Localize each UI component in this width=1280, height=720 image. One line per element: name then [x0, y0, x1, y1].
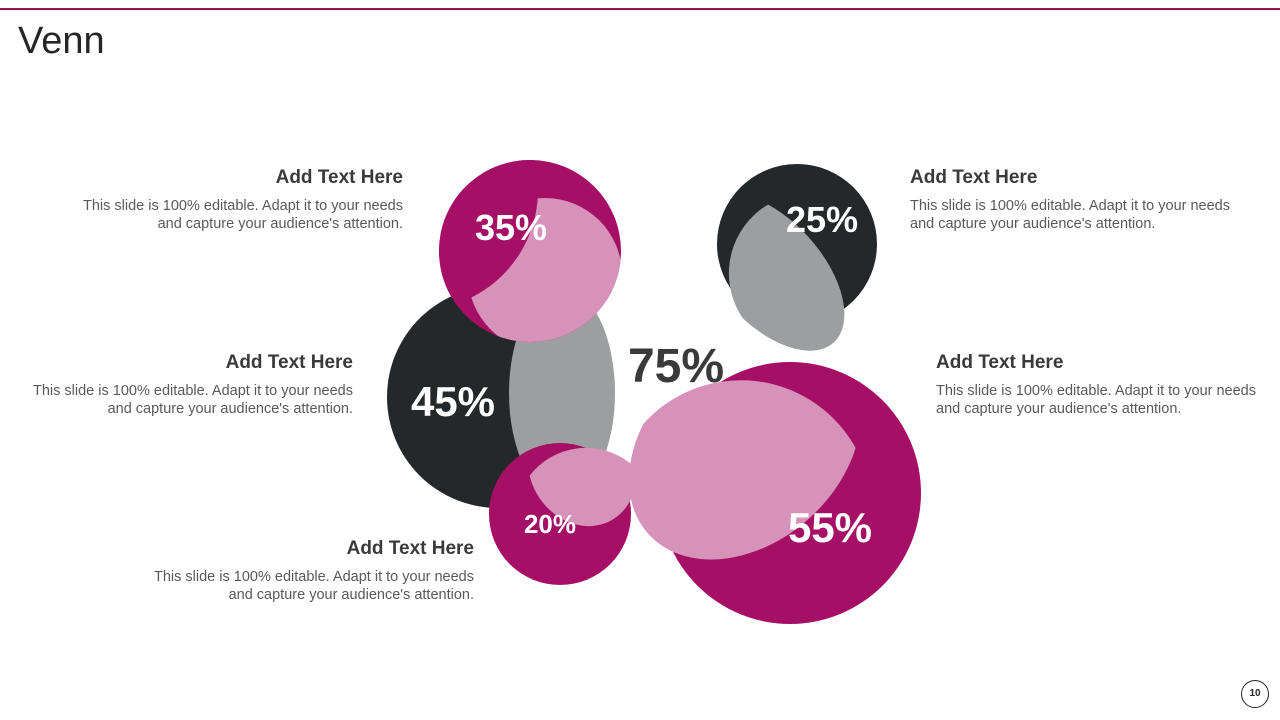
label-20: 20%: [524, 509, 576, 539]
label-75-center: 75%: [628, 340, 724, 393]
block-heading: Add Text Here: [910, 167, 1038, 188]
block-body: This slide is 100% editable. Adapt it to…: [154, 569, 474, 603]
block-body: This slide is 100% editable. Adapt it to…: [910, 198, 1230, 232]
label-45: 45%: [411, 378, 495, 425]
page-number: 10: [1241, 680, 1269, 708]
text-block-middle-right: Add Text Here This slide is 100% editabl…: [936, 351, 1266, 418]
top-accent-rule: [0, 8, 1280, 10]
label-25: 25%: [786, 199, 858, 240]
block-heading: Add Text Here: [225, 352, 353, 373]
block-body: This slide is 100% editable. Adapt it to…: [936, 383, 1256, 417]
text-block-top-right: Add Text Here This slide is 100% editabl…: [910, 166, 1240, 233]
block-heading: Add Text Here: [275, 167, 403, 188]
circle-35-mask: [439, 160, 538, 310]
block-body: This slide is 100% editable. Adapt it to…: [33, 383, 353, 417]
text-block-top-left: Add Text Here This slide is 100% editabl…: [73, 166, 403, 233]
slide-title: Venn: [18, 20, 105, 62]
block-body: This slide is 100% editable. Adapt it to…: [83, 198, 403, 232]
label-35: 35%: [475, 207, 547, 248]
text-block-bottom-left: Add Text Here This slide is 100% editabl…: [144, 537, 474, 604]
text-block-middle-left: Add Text Here This slide is 100% editabl…: [23, 351, 353, 418]
label-55: 55%: [788, 504, 872, 551]
block-heading: Add Text Here: [346, 538, 474, 559]
block-heading: Add Text Here: [936, 352, 1064, 373]
